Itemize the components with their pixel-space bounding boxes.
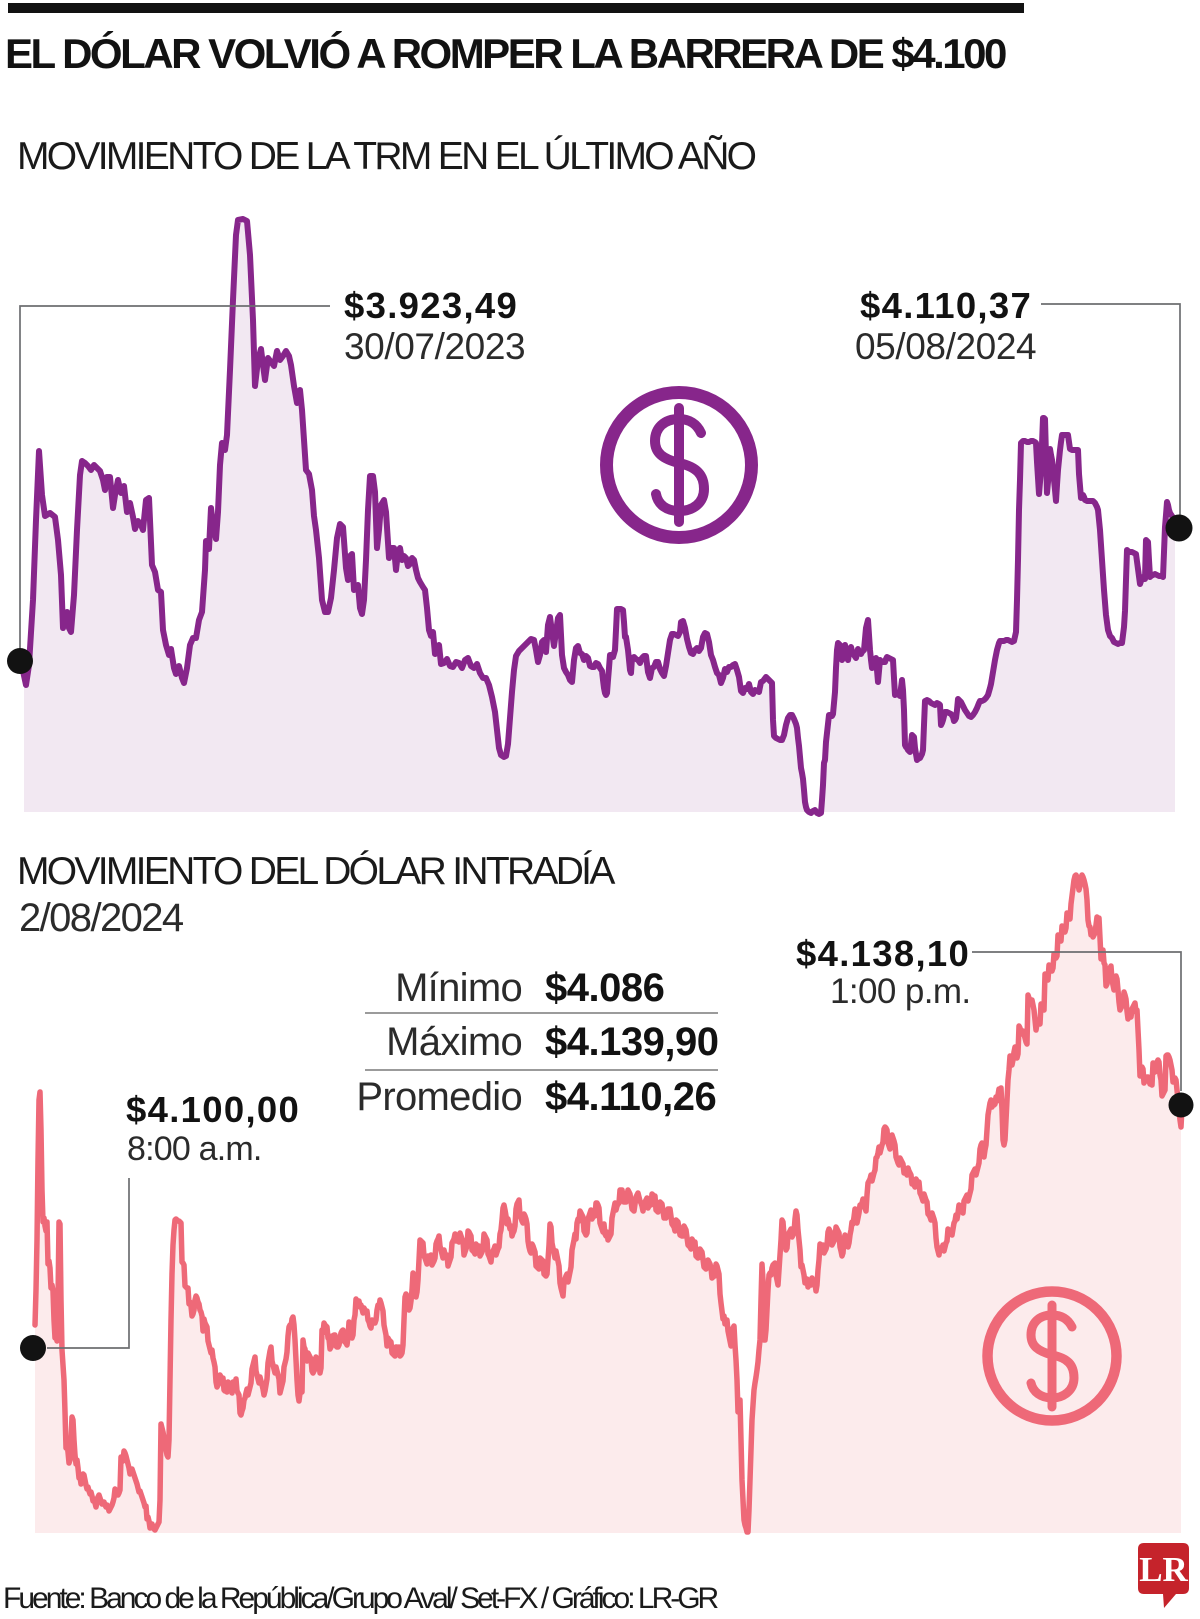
svg-text:LR: LR — [1139, 1550, 1188, 1589]
